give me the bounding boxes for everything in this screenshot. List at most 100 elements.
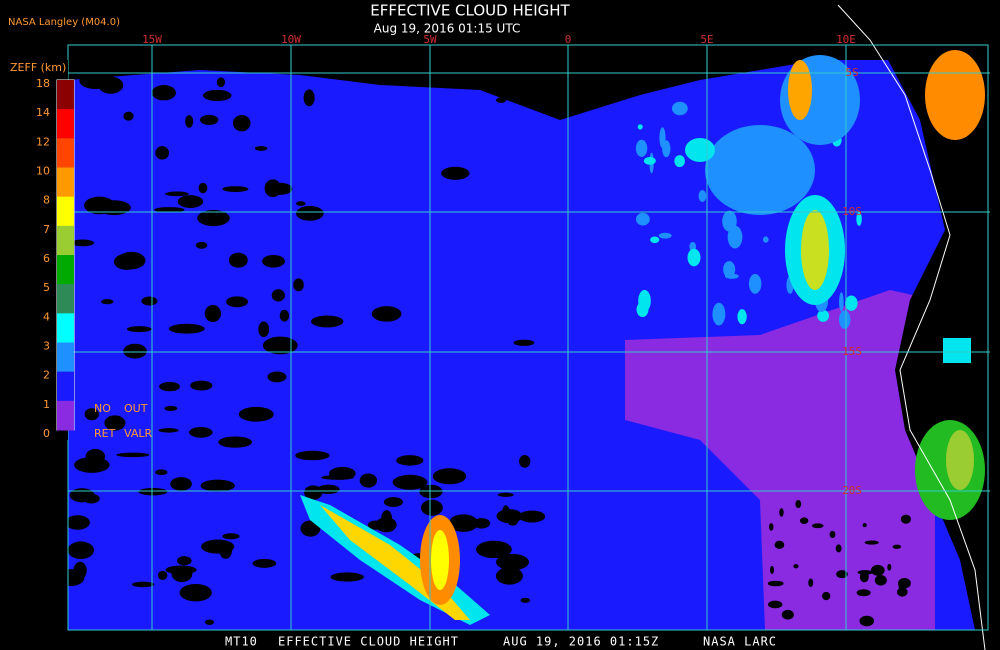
clear-sky-patch [189,427,213,438]
clear-sky-patch [262,336,298,355]
clear-sky-patch [132,581,155,588]
clear-sky-patch [896,587,908,597]
clear-sky-patch [767,580,784,587]
legend-note: OUT [124,402,148,415]
clear-sky-patch [513,339,535,346]
cloud-patch [801,210,829,290]
cloud-speck [724,273,739,279]
legend-label: 12 [36,135,50,148]
legend-label: 5 [43,281,50,294]
legend-label: 10 [36,165,50,178]
clear-sky-patch [421,499,443,516]
cloud-speck [817,309,830,322]
clear-sky-patch [74,456,110,473]
lat-label: 5S [845,66,858,79]
clear-sky-patch [218,436,253,448]
clear-sky-patch [158,428,179,433]
clear-sky-patch [441,166,470,180]
clear-sky-patch [518,510,546,523]
cloud-speck [674,155,685,168]
clear-sky-patch [502,78,522,83]
cloud-speck [838,310,851,329]
clear-sky-patch [293,278,304,292]
clear-sky-patch [157,570,168,580]
clear-sky-patch [296,201,306,206]
clear-sky-patch [258,321,270,338]
cloud-speck [712,302,726,326]
clear-sky-patch [870,564,885,576]
color-bin [57,284,74,314]
black-band [68,45,990,120]
clear-sky-patch [113,253,140,270]
clear-sky-patch [168,323,205,334]
clear-sky-patch [496,97,507,103]
clear-sky-patch [82,493,100,504]
clear-sky-patch [252,558,277,568]
clear-sky-patch [204,619,215,625]
cloud-speck [748,273,762,294]
legend-label: 3 [43,340,50,353]
lat-label: 20S [842,484,862,497]
clear-sky-patch [79,72,111,89]
clear-sky-patch [177,195,204,208]
clear-sky-patch [123,343,147,359]
legend-note: NO [94,402,111,415]
clear-sky-patch [396,455,424,466]
clear-sky-patch [238,406,274,422]
color-bin [57,342,74,373]
color-bin [57,138,74,168]
clear-sky-patch [70,239,95,247]
cloud-patch [685,138,715,162]
legend-unit: ZEFF (km) [10,61,66,74]
cloud-speck [723,261,736,278]
clear-sky-patch [811,523,824,529]
clear-sky-patch [520,597,531,603]
clear-sky-patch [900,514,912,524]
clear-sky-patch [84,408,99,421]
satellite-image [58,4,1000,650]
cloud-streak [431,530,449,590]
clear-sky-patch [330,572,364,582]
cloud-patch [943,338,971,363]
clear-sky-patch [887,563,892,571]
clear-sky-patch [141,296,158,306]
clear-sky-patch [495,567,523,585]
cloud-speck [643,157,656,165]
legend-note: VALR [124,427,152,440]
lon-label: 5W [423,33,437,46]
clear-sky-patch [476,540,512,559]
color-bin [57,400,74,431]
lon-label: 5E [700,33,713,46]
color-bar [57,80,74,431]
clear-sky-patch [222,186,249,192]
clear-sky-patch [808,578,814,587]
clear-sky-patch [155,469,168,476]
clear-sky-patch [65,515,90,530]
clear-sky-patch [497,492,514,497]
color-bin [57,313,74,343]
clear-sky-patch [793,564,799,569]
clear-sky-patch [123,111,134,121]
cloud-speck [687,248,701,267]
footer-item: EFFECTIVE CLOUD HEIGHT [278,635,459,649]
cloud-speck [671,101,688,116]
clear-sky-patch [311,315,344,328]
clear-sky-patch [151,85,176,101]
cloud-patch [788,60,812,120]
clear-sky-patch [767,600,783,609]
clear-sky-patch [96,200,131,216]
lat-label: 15S [842,345,862,358]
clear-sky-patch [126,326,152,333]
clear-sky-patch [104,415,126,431]
clear-sky-patch [799,517,809,524]
legend-label: 8 [43,194,50,207]
cloud-speck [635,212,650,226]
clear-sky-patch [874,575,887,586]
clear-sky-patch [254,146,268,151]
subtitle: Aug 19, 2016 01:15 UTC [374,22,521,36]
clear-sky-patch [795,500,802,509]
color-bin [57,80,74,110]
legend-label: 1 [43,398,50,411]
